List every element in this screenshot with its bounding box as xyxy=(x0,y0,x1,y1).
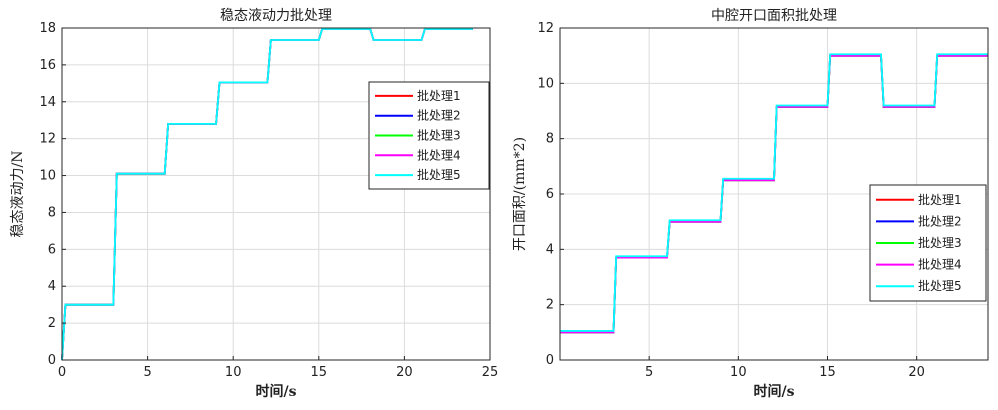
legend-label-2: 批处理2 xyxy=(417,108,461,123)
axes-box xyxy=(61,27,491,361)
y-tick-label: 10 xyxy=(39,169,56,184)
legend-label-4: 批处理4 xyxy=(417,147,461,162)
legend-label-4: 批处理4 xyxy=(918,257,962,272)
x-tick-label: 10 xyxy=(730,365,747,380)
y-tick-label: 4 xyxy=(48,279,56,294)
x-axis-label: 时间/s xyxy=(754,383,795,400)
legend-label-3: 批处理3 xyxy=(918,235,962,250)
y-tick-label: 8 xyxy=(48,205,56,220)
chart-title: 中腔开口面积批处理 xyxy=(711,8,837,24)
series-line-5 xyxy=(61,28,473,361)
x-tick-label: 5 xyxy=(143,365,151,380)
y-tick-label: 4 xyxy=(546,242,554,257)
y-tick-label: 2 xyxy=(546,298,554,313)
x-tick-label: 5 xyxy=(645,365,653,380)
y-tick-label: 2 xyxy=(48,316,56,331)
chart-title: 稳态液动力批处理 xyxy=(220,8,332,24)
legend-label-3: 批处理3 xyxy=(417,128,461,143)
x-tick-label: 15 xyxy=(311,365,328,380)
y-axis-label: 开口面积/(mm*2) xyxy=(512,137,528,251)
legend-label-2: 批处理2 xyxy=(918,213,962,228)
x-tick-label: 15 xyxy=(819,365,836,380)
series-line-5 xyxy=(560,53,988,332)
legend-label-1: 批处理1 xyxy=(918,192,962,207)
legend-label-1: 批处理1 xyxy=(417,88,461,103)
y-tick-label: 12 xyxy=(39,132,56,147)
y-tick-label: 0 xyxy=(48,353,56,368)
legend-label-5: 批处理5 xyxy=(417,167,461,182)
x-tick-label: 10 xyxy=(225,365,242,380)
x-tick-label: 0 xyxy=(58,365,66,380)
legend: 批处理1 批处理2 批处理3 批处理4 批处理5 xyxy=(368,81,490,190)
legend: 批处理1 批处理2 批处理3 批处理4 批处理5 xyxy=(869,184,987,302)
y-tick-label: 16 xyxy=(39,58,56,73)
legend-label-5: 批处理5 xyxy=(918,278,962,293)
y-tick-label: 6 xyxy=(48,242,56,257)
y-tick-label: 12 xyxy=(537,21,554,36)
y-tick-label: 0 xyxy=(546,353,554,368)
y-tick-label: 8 xyxy=(546,132,554,147)
y-tick-label: 10 xyxy=(537,76,554,91)
x-tick-label: 25 xyxy=(482,365,499,380)
y-tick-label: 18 xyxy=(39,21,56,36)
x-axis-label: 时间/s xyxy=(256,383,297,400)
y-tick-label: 6 xyxy=(546,187,554,202)
plot-area xyxy=(62,28,490,360)
x-tick-label: 20 xyxy=(908,365,925,380)
y-tick-label: 14 xyxy=(39,95,56,110)
y-axis-label: 稳态液动力/N xyxy=(10,151,26,238)
x-tick-label: 20 xyxy=(396,365,413,380)
